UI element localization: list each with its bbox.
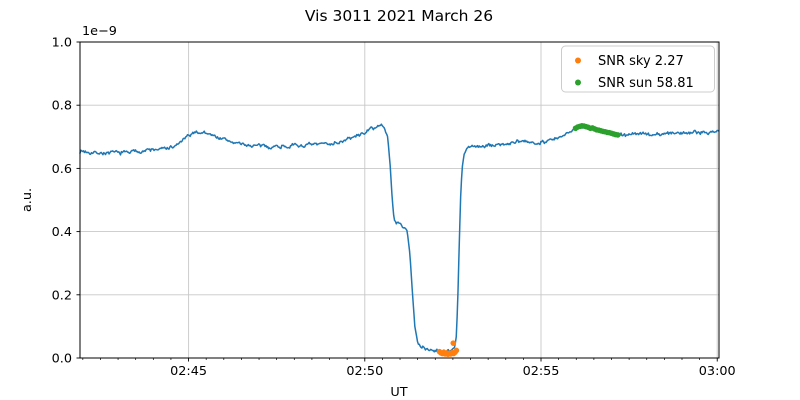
y-tick-label: 0.6 xyxy=(52,162,72,177)
y-tick-label: 0.4 xyxy=(52,225,72,240)
sun-data-point xyxy=(615,132,621,138)
y-axis-offset-text: 1e−9 xyxy=(82,24,117,39)
legend-sky-dot-icon xyxy=(575,57,581,64)
tick-labels-group: 02:45 02:50 02:55 03:00 0.0 0.2 0.4 0.6 0.8 1.0 xyxy=(52,36,736,380)
legend-sun-dot-icon xyxy=(575,79,581,86)
y-tick-label: 0.0 xyxy=(52,352,72,367)
sky-data-point xyxy=(453,347,460,354)
legend: SNR sky 2.27 SNR sun 58.81 xyxy=(561,45,715,93)
legend-label-sky: SNR sky 2.27 xyxy=(598,54,684,69)
x-tick-label: 03:00 xyxy=(699,364,736,379)
plot-background xyxy=(80,42,719,358)
x-tick-label: 02:45 xyxy=(170,364,207,379)
axis-ticks-group xyxy=(76,41,718,362)
x-axis-label: UT xyxy=(390,385,407,400)
y-tick-label: 0.8 xyxy=(52,99,72,114)
plot-border xyxy=(79,41,720,359)
x-tick-label: 02:50 xyxy=(346,364,383,379)
y-tick-label: 1.0 xyxy=(52,36,72,51)
data-group xyxy=(79,122,720,358)
chart-title: Vis 3011 2021 March 26 xyxy=(305,7,493,25)
y-axis-label: a.u. xyxy=(20,188,35,212)
x-tick-label: 02:55 xyxy=(523,364,560,379)
y-tick-label: 0.2 xyxy=(52,288,72,303)
sky-data-point xyxy=(450,340,457,346)
legend-box xyxy=(561,45,715,93)
legend-label-sun: SNR sun 58.81 xyxy=(598,76,694,91)
